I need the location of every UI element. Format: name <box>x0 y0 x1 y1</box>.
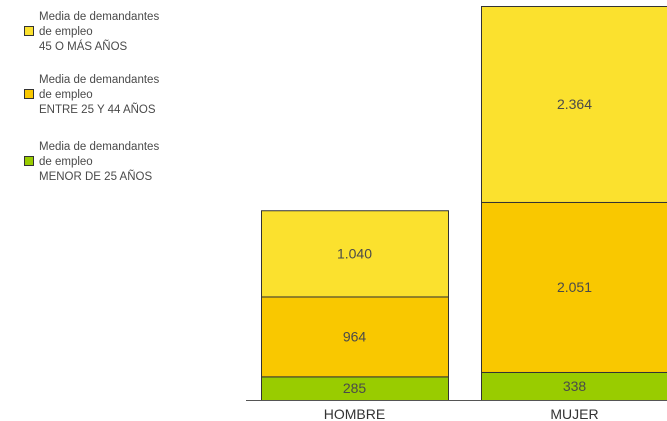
legend-label: de empleo <box>39 89 93 101</box>
legend-item: Media de demandantes de empleo ENTRE 25 Y … <box>24 74 159 116</box>
legend-swatch <box>24 89 34 99</box>
legend: Media de demandantes de empleo 45 O MÁS AÑ… <box>24 11 159 183</box>
bar-value-label: 964 <box>343 328 367 344</box>
legend-label: Media de demandantes <box>39 141 159 153</box>
bar-value-label: 2.051 <box>557 279 592 295</box>
legend-label: de empleo <box>39 26 93 38</box>
bar-value-label: 285 <box>343 380 367 396</box>
bar-segment-mujer-2 <box>481 6 667 203</box>
bar-segment-mujer-0 <box>481 371 667 401</box>
bar-value-label: 2.364 <box>557 96 592 112</box>
legend-swatch <box>24 156 34 166</box>
bars: 285 964 1.040 338 2.051 2.364 <box>261 6 667 401</box>
category-label: HOMBRE <box>324 406 385 421</box>
legend-item: Media de demandantes de empleo MENOR DE 25… <box>24 141 159 183</box>
category-label: MUJER <box>550 406 598 421</box>
bar-segment-hombre-2 <box>261 210 449 298</box>
legend-label: Media de demandantes <box>39 11 159 23</box>
bar-value-label: 338 <box>563 378 587 394</box>
legend-swatch <box>24 26 34 36</box>
bar-stack-hombre: 285 964 1.040 <box>261 210 449 401</box>
bar-stack-mujer: 338 2.051 2.364 <box>481 6 667 401</box>
legend-label: MENOR DE 25 AÑOS <box>39 170 152 183</box>
legend-label: Media de demandantes <box>39 74 159 86</box>
legend-label: de empleo <box>39 156 93 168</box>
bar-value-label: 1.040 <box>337 245 372 261</box>
legend-item: Media de demandantes de empleo 45 O MÁS AÑ… <box>24 11 159 53</box>
bar-segment-mujer-1 <box>481 201 667 373</box>
bar-segment-hombre-1 <box>261 296 449 378</box>
legend-label: 45 O MÁS AÑOS <box>39 40 128 53</box>
legend-label: ENTRE 25 Y 44 AÑOS <box>39 103 156 116</box>
category-labels: HOMBRE MUJER <box>324 406 599 421</box>
